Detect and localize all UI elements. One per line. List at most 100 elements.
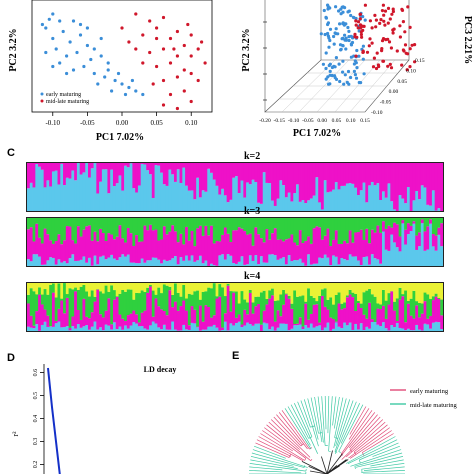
structure-bar-segment bbox=[74, 291, 78, 329]
structure-bar-segment bbox=[96, 163, 100, 194]
structure-bar-segment bbox=[362, 330, 366, 331]
structure-bar-segment bbox=[74, 218, 78, 244]
late-point-3d bbox=[410, 43, 414, 47]
structure-bar-segment bbox=[173, 329, 178, 331]
structure-bar-segment bbox=[307, 319, 311, 328]
structure-bar-segment bbox=[337, 326, 341, 331]
structure-bar-segment bbox=[318, 218, 322, 228]
structure-bar-segment bbox=[406, 234, 411, 266]
structure-bar-segment bbox=[246, 283, 250, 303]
structure-bar-segment bbox=[107, 298, 111, 326]
structure-bar-segment bbox=[121, 218, 125, 239]
structure-bar-segment bbox=[137, 283, 142, 294]
structure-bar-segment bbox=[409, 163, 413, 211]
structure-bar-segment bbox=[46, 326, 50, 331]
structure-bar-segment bbox=[71, 218, 75, 241]
structure-bar-segment bbox=[368, 264, 372, 266]
structure-bar-segment bbox=[51, 218, 56, 244]
structure-bar-segment bbox=[273, 255, 277, 266]
structure-bar-segment bbox=[215, 296, 219, 299]
structure-bar-segment bbox=[96, 283, 100, 290]
structure-bar-segment bbox=[179, 257, 183, 266]
structure-bar-segment bbox=[332, 318, 336, 329]
early-point bbox=[51, 64, 55, 69]
structure-bar-segment bbox=[27, 188, 31, 211]
structure-bar-segment bbox=[293, 290, 297, 324]
structure-bar-segment bbox=[179, 163, 183, 183]
structure-bar-segment bbox=[107, 193, 111, 211]
late-point-3d bbox=[371, 65, 376, 69]
structure-bar-segment bbox=[79, 218, 83, 237]
structure-bar-segment bbox=[329, 191, 333, 211]
tree-branch bbox=[349, 430, 392, 459]
early-point-3d bbox=[328, 62, 332, 66]
k3-label: k=3 bbox=[244, 206, 261, 217]
structure-bar-segment bbox=[179, 182, 183, 211]
structure-bar-segment bbox=[368, 302, 372, 329]
structure-bar-segment bbox=[370, 294, 375, 320]
structure-bar-segment bbox=[235, 291, 239, 318]
structure-bar-segment bbox=[326, 299, 330, 310]
structure-bar-segment bbox=[390, 163, 394, 202]
structure-bar-segment bbox=[226, 330, 230, 331]
structure-bar-segment bbox=[204, 291, 208, 306]
structure-bar-segment bbox=[370, 322, 375, 331]
structure-bar-segment bbox=[168, 231, 172, 261]
structure-bar-segment bbox=[140, 283, 144, 291]
structure-bar-segment bbox=[418, 302, 422, 318]
structure-bar-segment bbox=[401, 283, 405, 295]
structure-bar-segment bbox=[96, 241, 100, 265]
structure-bar-segment bbox=[157, 283, 161, 288]
structure-bar-segment bbox=[235, 176, 239, 211]
structure-bar-segment bbox=[232, 325, 236, 331]
structure-bar-segment bbox=[312, 283, 316, 298]
structure-bar-segment bbox=[343, 283, 347, 303]
tree-branch bbox=[340, 403, 361, 444]
structure-bar-segment bbox=[368, 328, 372, 331]
early-point bbox=[141, 92, 145, 97]
structure-bar-segment bbox=[82, 298, 86, 327]
structure-bar-segment bbox=[368, 163, 372, 186]
structure-bar-segment bbox=[235, 283, 239, 292]
late-point bbox=[148, 19, 152, 23]
structure-bar-segment bbox=[57, 259, 61, 266]
structure-bar-segment bbox=[304, 218, 308, 241]
structure-bar-segment bbox=[185, 185, 189, 211]
structure-bar-segment bbox=[179, 218, 183, 234]
structure-bar-segment bbox=[198, 163, 203, 198]
structure-bar-segment bbox=[121, 254, 125, 266]
structure-bar-segment bbox=[282, 257, 286, 266]
structure-bar-segment bbox=[182, 244, 186, 261]
structure-bar-segment bbox=[429, 205, 433, 211]
structure-bar-segment bbox=[362, 163, 366, 183]
structure-bar-segment bbox=[415, 283, 419, 302]
structure-bar-segment bbox=[348, 254, 352, 266]
structure-bar-segment bbox=[146, 163, 150, 171]
structure-bar-segment bbox=[379, 326, 383, 331]
structure-bar-segment bbox=[137, 163, 142, 186]
structure-bar-segment bbox=[332, 189, 336, 211]
late-point-3d bbox=[368, 37, 372, 41]
structure-bar-segment bbox=[276, 327, 280, 331]
late-point-3d bbox=[403, 43, 408, 47]
structure-bar-segment bbox=[140, 258, 144, 266]
structure-bar-segment bbox=[301, 218, 305, 244]
structure-bar-segment bbox=[118, 257, 122, 266]
early-point-3d bbox=[324, 77, 328, 81]
early-point bbox=[130, 78, 134, 83]
structure-bar-segment bbox=[412, 200, 416, 211]
structure-bar-segment bbox=[251, 313, 255, 326]
structure-bar-segment bbox=[49, 326, 53, 331]
structure-bar-segment bbox=[254, 296, 258, 307]
structure-bar-segment bbox=[243, 231, 247, 265]
early-point-3d bbox=[347, 38, 351, 43]
structure-bar-segment bbox=[54, 218, 58, 242]
structure-bar-segment bbox=[320, 283, 325, 290]
structure-bar-segment bbox=[198, 197, 203, 211]
structure-bar-segment bbox=[85, 291, 89, 317]
structure-bar-segment bbox=[143, 225, 147, 263]
structure-bar-segment bbox=[146, 292, 150, 330]
structure-bar-segment bbox=[312, 163, 316, 196]
structure-bar-segment bbox=[240, 180, 244, 211]
tree-branch bbox=[370, 459, 404, 467]
